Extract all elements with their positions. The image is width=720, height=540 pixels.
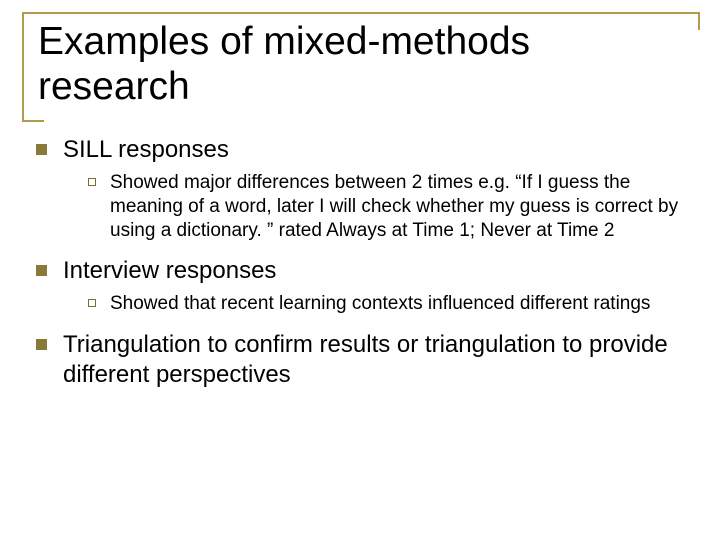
list-item: Triangulation to confirm results or tria… xyxy=(36,330,690,390)
sublist-item: Showed major differences between 2 times… xyxy=(88,171,690,242)
sublist: Showed that recent learning contexts inf… xyxy=(88,292,690,316)
frame-corner-right xyxy=(698,12,700,30)
title-frame: Examples of mixed-methods research xyxy=(22,12,698,120)
hollow-square-bullet-icon xyxy=(88,299,96,307)
square-bullet-icon xyxy=(36,144,47,155)
content-body: SILL responses Showed major differences … xyxy=(36,135,690,396)
slide: Examples of mixed-methods research SILL … xyxy=(0,0,720,540)
list-item-label: Interview responses xyxy=(63,256,276,286)
square-bullet-icon xyxy=(36,339,47,350)
hollow-square-bullet-icon xyxy=(88,178,96,186)
slide-title: Examples of mixed-methods research xyxy=(24,14,698,120)
sublist-item: Showed that recent learning contexts inf… xyxy=(88,292,690,316)
frame-corner-bottom xyxy=(22,120,44,122)
list-item: SILL responses xyxy=(36,135,690,165)
list-item-label: Triangulation to confirm results or tria… xyxy=(63,330,690,390)
square-bullet-icon xyxy=(36,265,47,276)
sublist-item-label: Showed that recent learning contexts inf… xyxy=(110,292,650,316)
sublist: Showed major differences between 2 times… xyxy=(88,171,690,242)
sublist-item-label: Showed major differences between 2 times… xyxy=(110,171,690,242)
list-item-label: SILL responses xyxy=(63,135,229,165)
list-item: Interview responses xyxy=(36,256,690,286)
